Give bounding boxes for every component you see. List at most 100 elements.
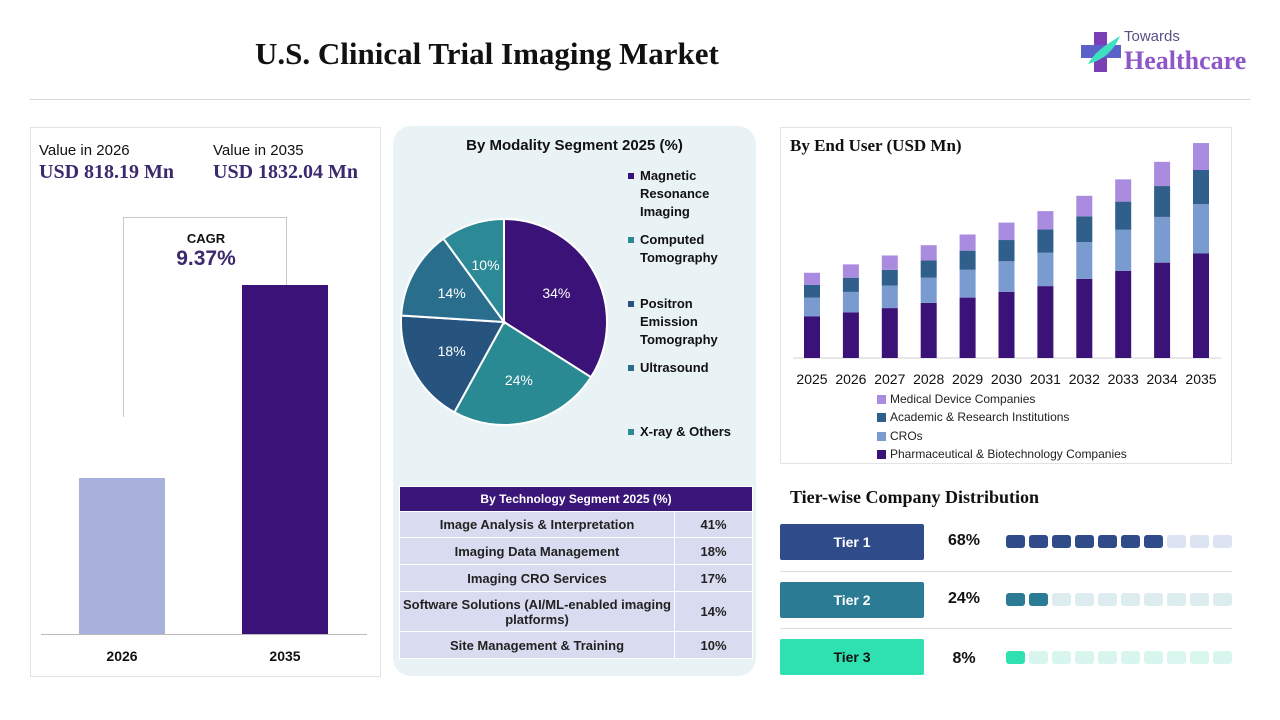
stack-segment [1076,216,1093,243]
tier-divider [780,628,1232,629]
tier-progress-segment [1190,651,1209,664]
tier-section-title: Tier-wise Company Distribution [790,487,1040,507]
logo-text-healthcare: Healthcare [1124,46,1247,75]
tier-progress-segment [1098,651,1117,664]
table-cell-segment: Image Analysis & Interpretation [399,511,675,538]
legend-label: Positron Emission Tomography [640,296,718,347]
stack-segment [1193,253,1209,358]
tier-progress-segment [1121,593,1140,606]
tier-progress-segment [1006,593,1025,606]
legend-label: Academic & Research Institutions [890,410,1070,424]
value-bar-2026 [79,478,165,634]
legend-label: CROs [890,429,923,443]
table-cell-segment: Imaging CRO Services [399,564,675,592]
cross-logo-icon [1081,32,1121,72]
legend-swatch [877,450,886,459]
stack-segment [1076,195,1093,217]
table-cell-pct: 10% [674,631,753,659]
x-tick-label: 2030 [991,371,1022,387]
x-tick-label: 2033 [1108,371,1139,387]
stack-segment [959,250,976,270]
legend-label: Magnetic Resonance Imaging [640,168,710,219]
stack-segment [1154,161,1171,187]
x-tick-label: 2026 [835,371,866,387]
table-row: Imaging Data Management 18% [399,537,753,565]
value-2035-label: Value in 2035 [213,142,304,159]
tier-1-pct: 68% [947,532,981,549]
market-value-panel: Value in 2026 USD 818.19 Mn Value in 203… [30,127,381,677]
table-row: Imaging CRO Services 17% [399,564,753,592]
cagr-label: CAGR [186,231,226,246]
stack-segment [1115,229,1132,271]
technology-table-title: By Technology Segment 2025 (%) [399,486,753,512]
pie-slice-label: 14% [438,285,466,301]
stack-segment [959,297,976,358]
pie-slice-label: 18% [438,343,466,359]
tier-1-label: Tier 1 [780,524,924,560]
stack-segment [1115,179,1132,202]
tier-2-pct: 24% [947,590,981,607]
table-row: Site Management & Training 10% [399,631,753,659]
stack-segment [1154,262,1171,358]
value-2026-amount: USD 818.19 Mn [39,161,175,183]
value-chart-baseline [41,634,367,635]
stack-segment [998,291,1015,358]
cagr-value: 9.37% [176,247,236,270]
tier-progress-segment [1167,535,1186,548]
end-user-panel: By End User (USD Mn) 2025 2026 2027 2028 202… [780,127,1232,464]
stack-segment [1193,204,1209,254]
stack-segment [1076,278,1093,358]
table-cell-pct: 17% [674,564,753,592]
stack-segment [1193,143,1209,170]
stack-segment [1037,211,1054,230]
stack-segment [1037,229,1054,253]
legend-swatch [628,429,634,435]
table-row: Image Analysis & Interpretation 41% [399,511,753,538]
tier-progress-segment [1144,535,1163,548]
tier-3-label: Tier 3 [780,639,924,675]
tier-progress-segment [1167,651,1186,664]
stack-segment [920,302,937,358]
stack-segment [842,291,859,313]
table-cell-pct: 14% [674,591,753,632]
x-tick-label: 2028 [913,371,944,387]
legend-label: Pharmaceutical & Biotechnology Companies [890,447,1127,461]
tier-progress-segment [1029,535,1048,548]
stack-segment [842,264,859,278]
table-cell-pct: 41% [674,511,753,538]
stack-segment [1115,270,1132,358]
stack-segment [1037,252,1054,287]
tier-progress-segment [1121,535,1140,548]
tier-progress-segment [1121,651,1140,664]
legend-swatch [877,413,886,422]
stack-segment [1037,286,1054,358]
legend-swatch [628,365,634,371]
legend-swatch [628,173,634,179]
legend-swatch [877,432,886,441]
stack-segment [881,269,898,286]
stack-segment [998,261,1015,292]
stack-segment [998,222,1015,241]
tier-progress-segment [1190,535,1209,548]
tier-progress-segment [1029,593,1048,606]
value-bar-label: 2026 [106,648,138,664]
x-tick-label: 2031 [1030,371,1061,387]
end-user-stacked-bar-chart: 2025 2026 2027 2028 2029 2030 2031 2032 2033 2034… [793,143,1221,387]
pie-slice [400,237,507,324]
tier-progress-segment [1075,651,1094,664]
tier-progress-segment [1052,593,1071,606]
tier-progress-segment [1144,593,1163,606]
pie-slice-label: 24% [505,372,533,388]
stack-segment [920,245,937,261]
stack-segment [998,240,1015,262]
modality-chart-title: By Modality Segment 2025 (%) [466,137,683,154]
tier-progress-segment [1213,535,1232,548]
tier-progress-segment [1029,651,1048,664]
tier-progress-segment [1052,535,1071,548]
stack-segment [842,277,859,292]
stack-segment [881,255,898,270]
stack-segment [881,308,898,358]
pie-slice [400,314,506,414]
table-row: Software Solutions (AI/ML-enabled imagin… [399,591,753,632]
tier-progress-segment [1075,535,1094,548]
